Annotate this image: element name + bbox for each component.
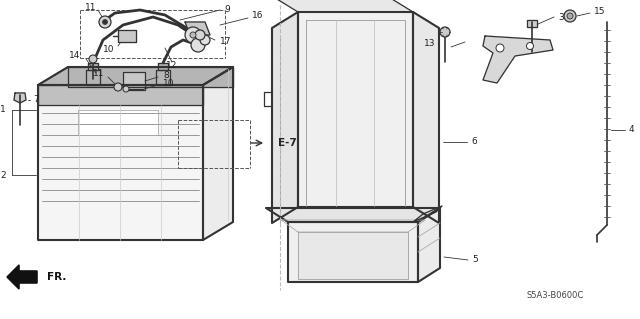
Text: 5: 5 (472, 256, 477, 264)
Polygon shape (118, 30, 136, 42)
Polygon shape (266, 208, 440, 222)
Text: E-7: E-7 (278, 138, 297, 148)
Polygon shape (272, 0, 413, 12)
Circle shape (567, 13, 573, 19)
Text: S5A3-B0600C: S5A3-B0600C (526, 292, 584, 300)
Polygon shape (156, 70, 170, 85)
Circle shape (190, 32, 196, 38)
Polygon shape (203, 67, 233, 240)
Circle shape (564, 10, 576, 22)
Polygon shape (7, 265, 37, 289)
Polygon shape (483, 36, 553, 83)
Polygon shape (418, 208, 440, 282)
Text: 6: 6 (471, 137, 477, 146)
Text: 9: 9 (224, 5, 230, 14)
Circle shape (114, 83, 122, 91)
Polygon shape (38, 85, 203, 105)
Polygon shape (185, 22, 210, 35)
Text: 8: 8 (163, 71, 169, 80)
Polygon shape (413, 12, 439, 223)
Polygon shape (158, 63, 168, 70)
Text: 3: 3 (558, 12, 564, 21)
Circle shape (195, 30, 205, 40)
Text: 13: 13 (424, 40, 435, 48)
Polygon shape (38, 85, 203, 240)
Polygon shape (78, 110, 158, 135)
Circle shape (200, 35, 210, 45)
Text: 17: 17 (220, 38, 232, 47)
Polygon shape (123, 72, 145, 90)
Circle shape (496, 44, 504, 52)
Polygon shape (68, 67, 233, 87)
Polygon shape (298, 12, 413, 207)
Polygon shape (298, 232, 408, 279)
Circle shape (185, 27, 201, 43)
Text: FR.: FR. (47, 272, 67, 282)
Polygon shape (288, 222, 418, 282)
Text: 11: 11 (84, 4, 96, 12)
Text: 16: 16 (252, 11, 264, 20)
Text: 7: 7 (33, 95, 39, 105)
Text: 12: 12 (166, 62, 178, 70)
Text: 15: 15 (594, 8, 605, 17)
Circle shape (440, 27, 450, 37)
Text: 1: 1 (0, 106, 6, 115)
Circle shape (527, 42, 534, 49)
Text: 2: 2 (1, 170, 6, 180)
Circle shape (191, 38, 205, 52)
Polygon shape (14, 93, 26, 103)
Text: 14: 14 (68, 50, 80, 60)
Polygon shape (272, 12, 298, 223)
Text: 4: 4 (629, 125, 635, 135)
Circle shape (89, 55, 97, 63)
Circle shape (99, 16, 111, 28)
Polygon shape (527, 20, 537, 27)
Text: 11: 11 (93, 70, 104, 78)
Text: 10: 10 (102, 46, 114, 55)
Polygon shape (413, 206, 442, 222)
Circle shape (123, 86, 129, 92)
Polygon shape (86, 70, 100, 85)
Polygon shape (88, 63, 98, 70)
Polygon shape (38, 67, 233, 85)
Text: 10: 10 (163, 79, 175, 88)
Polygon shape (38, 67, 233, 85)
Circle shape (102, 19, 108, 25)
